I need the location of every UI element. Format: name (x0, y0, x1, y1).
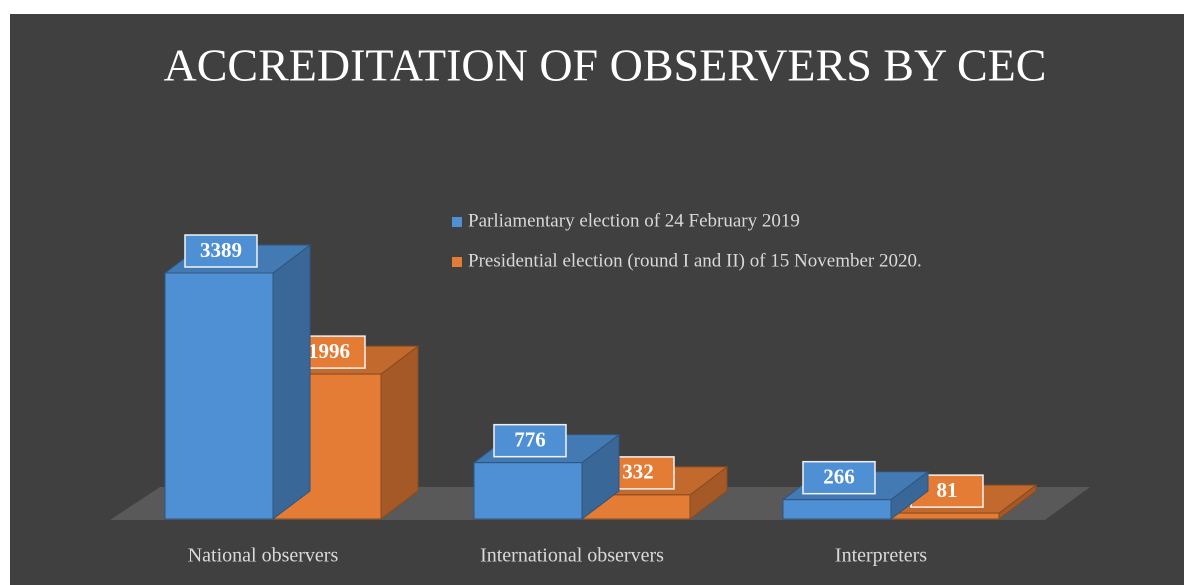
value-label: 3389 (200, 238, 242, 262)
bar-side (272, 243, 311, 521)
bar (164, 272, 274, 520)
x-tick-label: International observers (480, 545, 664, 567)
legend-label: Parliamentary election of 24 February 20… (468, 210, 800, 231)
value-label-box (802, 460, 876, 495)
value-label-box (184, 234, 258, 268)
bar-side (380, 345, 419, 521)
chart-title: ACCREDITATION OF OBSERVERS BY CEC (164, 40, 1047, 91)
value-label-box (493, 423, 567, 458)
x-tick-label: National observers (188, 545, 339, 567)
bar (782, 499, 892, 520)
value-label: 81 (937, 478, 958, 502)
bar (890, 512, 1000, 520)
x-tick-label: Interpreters (835, 545, 927, 567)
value-label: 1996 (308, 339, 350, 363)
legend-swatch (452, 257, 462, 267)
value-label: 266 (823, 465, 855, 489)
legend-label: Presidential election (round I and II) o… (468, 250, 922, 271)
bar (473, 462, 583, 520)
legend-swatch (452, 217, 462, 227)
value-label: 776 (514, 427, 546, 451)
value-label: 332 (622, 460, 654, 484)
